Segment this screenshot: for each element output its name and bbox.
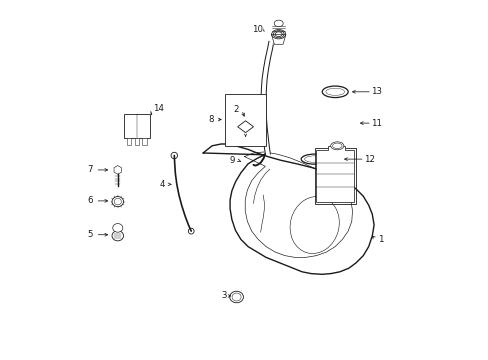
Polygon shape	[271, 35, 285, 44]
Ellipse shape	[275, 32, 282, 36]
Text: 14: 14	[152, 104, 163, 113]
Text: 12: 12	[364, 154, 374, 163]
Polygon shape	[262, 68, 268, 78]
Bar	[127, 138, 131, 145]
Text: 3: 3	[221, 292, 226, 300]
Text: 2: 2	[233, 105, 239, 114]
Text: 4: 4	[160, 180, 165, 189]
Polygon shape	[114, 166, 122, 174]
Bar	[134, 138, 139, 145]
Polygon shape	[262, 128, 268, 138]
Ellipse shape	[274, 20, 283, 27]
Polygon shape	[261, 78, 266, 88]
Bar	[314, 148, 355, 204]
Text: 10: 10	[251, 25, 262, 34]
Polygon shape	[203, 144, 373, 274]
Polygon shape	[261, 118, 266, 128]
Text: 9: 9	[229, 156, 235, 165]
Text: 7: 7	[87, 165, 93, 174]
Bar	[224, 94, 265, 146]
Polygon shape	[263, 58, 270, 68]
Ellipse shape	[229, 291, 243, 303]
Text: 8: 8	[208, 115, 214, 124]
Bar	[142, 138, 146, 145]
Polygon shape	[237, 121, 253, 132]
Polygon shape	[316, 146, 354, 202]
Polygon shape	[261, 88, 266, 98]
Text: 13: 13	[371, 87, 382, 96]
Text: 5: 5	[87, 230, 93, 239]
Polygon shape	[261, 98, 265, 108]
Text: 11: 11	[371, 118, 382, 127]
Ellipse shape	[113, 224, 122, 232]
Text: 6: 6	[87, 197, 93, 205]
Ellipse shape	[112, 197, 123, 207]
Polygon shape	[264, 147, 270, 154]
Polygon shape	[267, 40, 273, 49]
Text: 1: 1	[377, 235, 383, 244]
Ellipse shape	[330, 142, 343, 150]
Polygon shape	[263, 138, 269, 147]
Bar	[123, 114, 149, 138]
Polygon shape	[261, 108, 266, 118]
Polygon shape	[265, 49, 272, 58]
Ellipse shape	[112, 231, 123, 241]
